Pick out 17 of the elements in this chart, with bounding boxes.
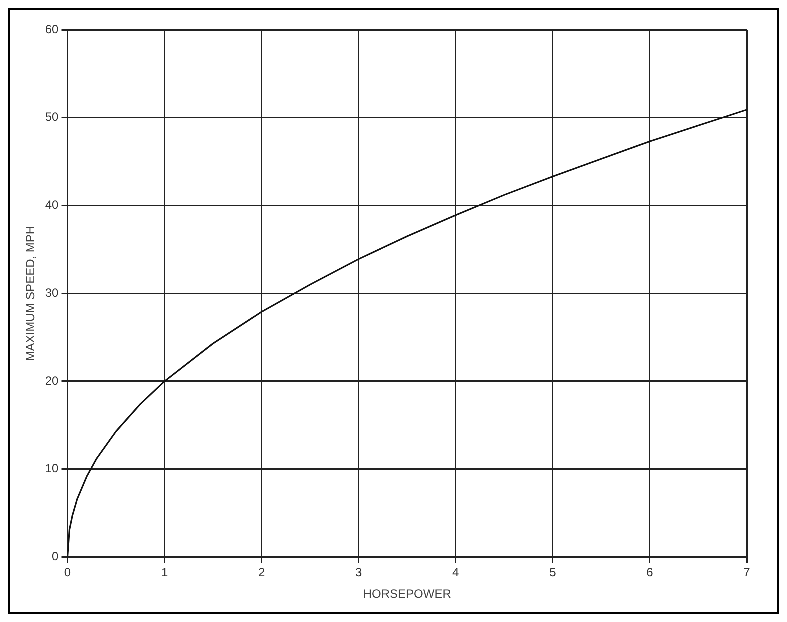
x-tick-label: 1 bbox=[161, 566, 168, 580]
y-axis-title: MAXIMUM SPEED, MPH bbox=[24, 226, 38, 362]
x-tick-label: 0 bbox=[64, 566, 72, 580]
y-tick-label: 0 bbox=[52, 550, 60, 564]
x-tick-label: 6 bbox=[646, 566, 654, 580]
x-tick-label: 4 bbox=[452, 566, 460, 580]
x-axis-title: HORSEPOWER bbox=[363, 587, 452, 602]
y-tick-label: 50 bbox=[45, 110, 60, 124]
y-tick-label: 30 bbox=[45, 286, 60, 300]
x-tick-label: 3 bbox=[356, 566, 363, 580]
y-tick-label: 60 bbox=[45, 22, 60, 36]
x-tick-label: 7 bbox=[744, 566, 751, 580]
y-tick-label: 20 bbox=[45, 374, 60, 388]
y-tick-label: 40 bbox=[45, 198, 60, 212]
x-tick-label: 2 bbox=[258, 566, 266, 580]
x-tick-label: 5 bbox=[550, 566, 557, 580]
y-tick-label: 10 bbox=[45, 462, 60, 476]
